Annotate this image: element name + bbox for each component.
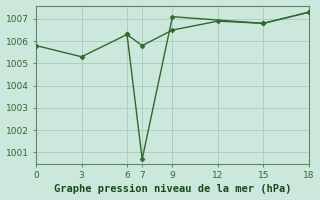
X-axis label: Graphe pression niveau de la mer (hPa): Graphe pression niveau de la mer (hPa) [54, 184, 291, 194]
